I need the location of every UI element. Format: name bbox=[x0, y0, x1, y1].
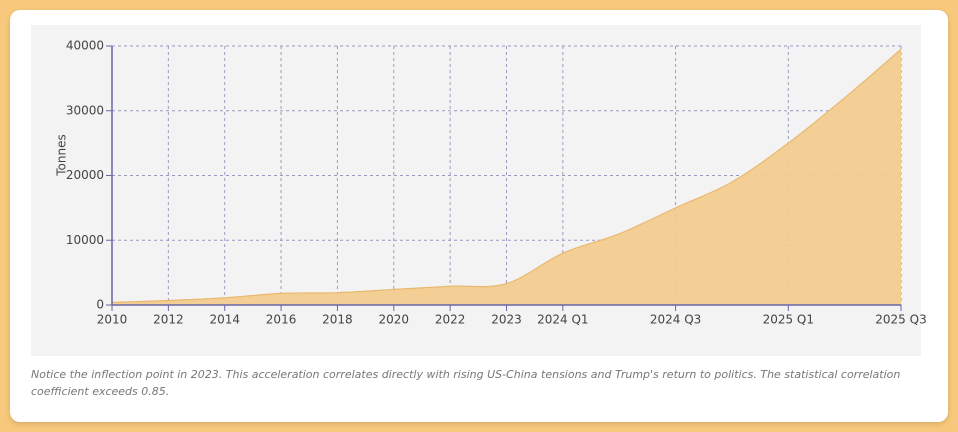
x-tick-label: 2012 bbox=[153, 313, 184, 327]
y-tick-label: 10000 bbox=[66, 233, 104, 247]
y-tick-label: 20000 bbox=[66, 168, 104, 182]
y-tick-label: 30000 bbox=[66, 103, 104, 117]
x-tick-label: 2023 bbox=[491, 313, 522, 327]
y-tick-label: 0 bbox=[96, 298, 104, 312]
x-tick-label: 2020 bbox=[379, 313, 410, 327]
x-tick-label: 2018 bbox=[322, 313, 353, 327]
x-tick-label: 2024 Q1 bbox=[537, 313, 588, 327]
x-tick-label: 2025 Q3 bbox=[875, 313, 926, 327]
x-tick-label: 2022 bbox=[435, 313, 466, 327]
line bbox=[111, 48, 902, 304]
area bbox=[112, 49, 901, 305]
y-tick-label: 40000 bbox=[66, 39, 104, 53]
x-tick-label: 2025 Q1 bbox=[763, 313, 814, 327]
x-tick-label: 2016 bbox=[266, 313, 297, 327]
caption: Notice the inflection point in 2023. Thi… bbox=[31, 368, 901, 398]
y-axis-label: Tonnes bbox=[55, 134, 69, 176]
x-tick-label: 2010 bbox=[97, 313, 128, 327]
x-tick-label: 2014 bbox=[209, 313, 240, 327]
x-tick-label: 2024 Q3 bbox=[650, 313, 701, 327]
